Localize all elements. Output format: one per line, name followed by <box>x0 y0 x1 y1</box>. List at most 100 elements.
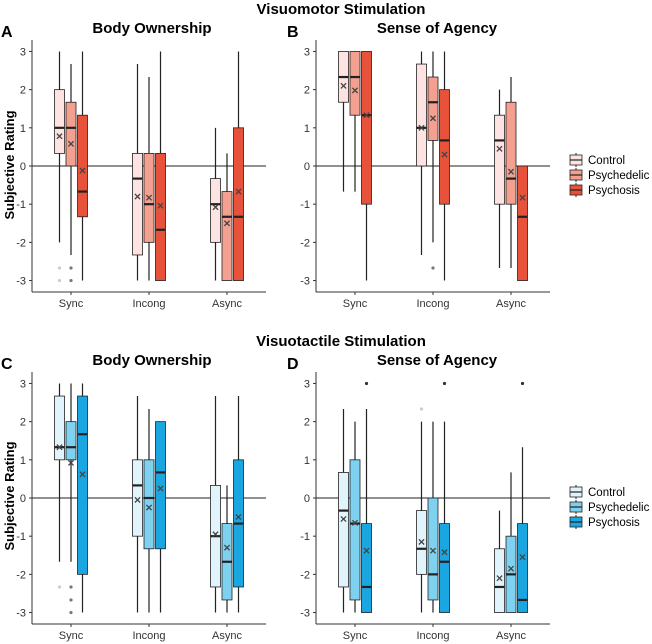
mean-marker <box>507 168 515 175</box>
y-tick-label: 0 <box>304 161 310 173</box>
box-psychosis-incong <box>439 51 450 281</box>
box-control-sync <box>338 51 349 192</box>
box-psychosis-sync <box>77 51 88 281</box>
legend-item-control: Control <box>569 485 625 499</box>
mean-marker <box>418 124 425 131</box>
y-tick-label: -1 <box>300 531 310 543</box>
box-psychosis-incong <box>439 381 450 613</box>
legend-label: Psychedelic <box>588 502 650 514</box>
y-tick-label: 2 <box>20 417 26 429</box>
y-tick-label: 0 <box>20 493 26 505</box>
mean-marker <box>134 193 141 200</box>
iqr-box <box>77 395 88 575</box>
x-tick-label: Async <box>212 630 242 642</box>
box-psychedelic-async <box>221 485 233 613</box>
iqr-box <box>505 101 517 205</box>
x-tick-label: Incong <box>132 298 165 310</box>
iqr-box <box>361 51 372 205</box>
mean-marker <box>145 194 153 201</box>
box-psychedelic-sync <box>349 51 361 192</box>
legend-item-psychedelic: Psychedelic <box>569 168 650 182</box>
legend-item-psychosis: Psychosis <box>569 183 640 197</box>
x-tick-label: Incong <box>416 298 449 310</box>
iqr-box <box>155 152 166 281</box>
y-tick-label: -3 <box>16 608 26 620</box>
box-psychedelic-incong <box>427 421 439 613</box>
mean-marker <box>429 547 437 554</box>
panel-letter: A <box>1 24 13 41</box>
panel-d-sense-of-agency-visuotactile: D Sense of Agency -3 -2 -1 0 1 2 3 Sync Incong Asyn… <box>287 352 550 642</box>
box-control-sync <box>338 409 349 613</box>
iqr-box <box>494 114 505 205</box>
outlier-point <box>69 585 73 589</box>
legend-item-psychedelic: Psychedelic <box>569 500 650 514</box>
legend-visuomotor: Control Psychedelic Psychosis <box>569 153 650 197</box>
legend-label: Control <box>588 155 625 167</box>
x-tick-label: Async <box>496 298 526 310</box>
iqr-box <box>155 421 166 550</box>
y-tick-label: -2 <box>300 569 310 581</box>
y-tick-label: 1 <box>304 123 310 135</box>
box-psychosis-sync <box>77 383 88 613</box>
mean-marker <box>79 471 86 478</box>
y-tick-label: 3 <box>304 378 310 390</box>
mean-marker <box>441 151 448 158</box>
iqr-box <box>54 89 65 154</box>
x-tick-label: Async <box>496 630 526 642</box>
box-psychosis-incong <box>155 421 166 613</box>
box-control-async <box>494 89 505 268</box>
y-tick-label: 0 <box>20 161 26 173</box>
box-psychosis-sync <box>361 51 372 281</box>
section-title-visuomotor: Visuomotor Stimulation <box>257 1 426 18</box>
mean-marker <box>340 82 347 89</box>
iqr-box <box>416 63 427 167</box>
y-tick-label: 2 <box>304 85 310 97</box>
legend-item-psychosis: Psychosis <box>569 515 640 529</box>
x-tick-label: Incong <box>416 630 449 642</box>
box-psychedelic-sync <box>65 64 77 283</box>
y-tick-label: 1 <box>20 123 26 135</box>
mean-marker <box>56 133 63 140</box>
iqr-box <box>143 459 155 550</box>
legend-label: Psychedelic <box>588 170 650 182</box>
mean-marker <box>351 87 359 94</box>
iqr-box <box>361 523 372 613</box>
mean-marker <box>363 112 370 119</box>
mean-marker <box>134 496 141 503</box>
mean-marker <box>223 544 231 551</box>
iqr-box <box>54 395 65 461</box>
mean-marker <box>496 145 503 152</box>
box-control-async <box>494 510 505 613</box>
box-psychedelic-sync <box>349 421 361 613</box>
iqr-box <box>210 178 221 243</box>
y-tick-label: 2 <box>304 417 310 429</box>
mean-marker <box>351 519 359 526</box>
y-tick-label: 1 <box>20 455 26 467</box>
outlier-point <box>442 381 447 386</box>
mean-marker <box>212 204 219 211</box>
mean-marker <box>212 531 219 538</box>
panel-a-body-ownership-visuomotor: A Body Ownership -3 -2 -1 0 1 2 3 Sync Incong Async <box>1 20 266 310</box>
mean-marker <box>507 565 515 572</box>
y-tick-label: -3 <box>300 276 310 288</box>
section-title-visuotactile: Visuotactile Stimulation <box>256 333 426 350</box>
panel-letter: D <box>287 356 299 373</box>
mean-marker <box>441 549 448 556</box>
outlier-point <box>69 266 73 270</box>
box-control-incong <box>416 51 427 255</box>
box-psychedelic-incong <box>143 77 155 281</box>
outlier-point <box>69 598 73 602</box>
mean-marker <box>363 547 370 554</box>
y-tick-label: -1 <box>16 199 26 211</box>
box-psychosis-sync <box>361 381 372 613</box>
panel-b-sense-of-agency-visuomotor: B Sense of Agency -3 -2 -1 0 1 2 3 Sync Incong Asyn… <box>287 20 550 310</box>
mean-marker <box>67 459 75 466</box>
mean-marker <box>496 575 503 582</box>
outlier-point <box>57 278 62 283</box>
outlier-point <box>431 266 435 270</box>
box-psychedelic-async <box>505 472 517 613</box>
panel-letter: C <box>1 356 13 373</box>
panel-title: Sense of Agency <box>377 352 498 369</box>
iqr-box <box>427 497 439 601</box>
panel-c-body-ownership-visuotactile: C Body Ownership -3 -2 -1 0 1 2 3 Sync Incong Async <box>1 352 266 642</box>
